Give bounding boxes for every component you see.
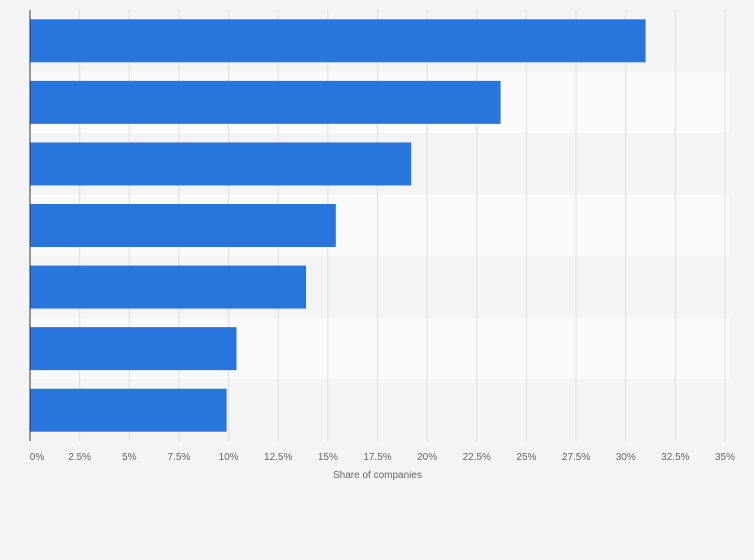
x-tick-label: 2.5% bbox=[68, 452, 91, 463]
bars bbox=[30, 19, 646, 432]
bar[interactable] bbox=[30, 142, 412, 186]
x-tick-label: 7.5% bbox=[168, 452, 191, 463]
x-tick-label: 5% bbox=[122, 452, 137, 463]
bar[interactable] bbox=[30, 327, 237, 371]
bar[interactable] bbox=[30, 265, 307, 309]
x-tick-label: 10% bbox=[219, 452, 239, 463]
x-tick-label: 0% bbox=[30, 452, 45, 463]
x-tick-label: 12.5% bbox=[264, 452, 292, 463]
x-tick-label: 17.5% bbox=[363, 452, 391, 463]
x-tick-label: 15% bbox=[318, 452, 338, 463]
x-tick-label: 32.5% bbox=[661, 452, 689, 463]
bar[interactable] bbox=[30, 19, 646, 63]
bar[interactable] bbox=[30, 204, 336, 247]
bar[interactable] bbox=[30, 388, 227, 432]
x-tick-label: 27.5% bbox=[562, 452, 590, 463]
x-axis-title: Share of companies bbox=[333, 470, 422, 481]
x-tick-label: 25% bbox=[516, 452, 536, 463]
x-tick-label: 35% bbox=[715, 452, 735, 463]
x-tick-labels: 0% 2.5% 5% 7.5% 10% 12.5% 15% 17.5% 20% 22.5% 25% 2… bbox=[30, 452, 735, 463]
x-tick-label: 30% bbox=[616, 452, 636, 463]
x-tick-label: 20% bbox=[417, 452, 437, 463]
x-tick-label: 22.5% bbox=[463, 452, 491, 463]
bar[interactable] bbox=[30, 80, 501, 124]
